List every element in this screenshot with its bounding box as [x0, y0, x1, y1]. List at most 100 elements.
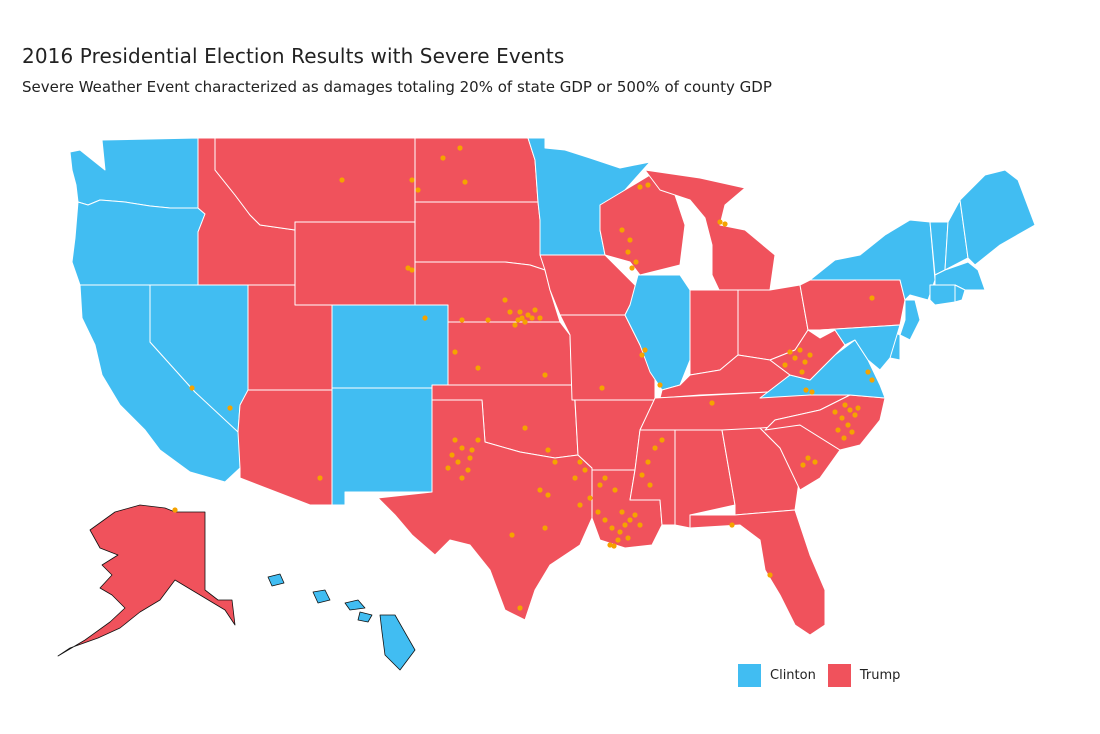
- severe-event-dot: [502, 297, 508, 303]
- severe-event-dot: [802, 359, 808, 365]
- state-NJ: [899, 299, 921, 341]
- severe-event-dot: [602, 517, 608, 523]
- state-HI-2: [344, 599, 366, 611]
- severe-event-dot: [537, 315, 543, 321]
- severe-event-dot: [587, 495, 593, 501]
- state-NE: [414, 261, 561, 323]
- legend-item-clinton: Clinton: [738, 664, 816, 687]
- severe-event-dot: [517, 309, 523, 315]
- severe-event-dot: [475, 365, 481, 371]
- severe-event-dot: [619, 509, 625, 515]
- legend-label-clinton: Clinton: [770, 668, 816, 683]
- state-FL: [689, 509, 826, 636]
- severe-event-dot: [617, 529, 623, 535]
- state-CT: [929, 284, 956, 306]
- severe-event-dot: [440, 155, 446, 161]
- severe-event-dot: [552, 459, 558, 465]
- legend-label-trump: Trump: [859, 668, 901, 683]
- severe-event-dot: [800, 462, 806, 468]
- severe-event-dot: [639, 352, 645, 358]
- state-OR: [71, 199, 206, 286]
- severe-event-dot: [542, 525, 548, 531]
- severe-event-dot: [782, 362, 788, 368]
- severe-event-dot: [792, 355, 798, 361]
- severe-event-dot: [465, 467, 471, 473]
- state-HI-4: [267, 573, 285, 587]
- severe-event-dot: [647, 482, 653, 488]
- state-SD: [414, 201, 546, 271]
- severe-event-dot: [339, 177, 345, 183]
- state-MD: [819, 324, 901, 371]
- severe-event-dot: [507, 309, 513, 315]
- severe-event-dot: [805, 455, 811, 461]
- severe-event-dot: [485, 317, 491, 323]
- severe-event-dot: [645, 459, 651, 465]
- severe-event-dot: [595, 509, 601, 515]
- severe-event-dot: [847, 407, 853, 413]
- severe-event-dot: [627, 237, 633, 243]
- map-subtitle: Severe Weather Event characterized as da…: [22, 78, 772, 96]
- severe-event-dot: [422, 315, 428, 321]
- severe-event-dot: [405, 265, 411, 271]
- severe-event-dot: [577, 502, 583, 508]
- severe-event-dot: [807, 352, 813, 358]
- severe-event-dot: [717, 219, 723, 225]
- severe-event-dot: [622, 522, 628, 528]
- severe-event-dot: [512, 322, 518, 328]
- severe-event-dot: [459, 445, 465, 451]
- severe-event-dot: [657, 382, 663, 388]
- state-WI: [599, 174, 686, 276]
- state-ND: [414, 137, 539, 203]
- severe-event-dot: [709, 400, 715, 406]
- state-WA: [69, 137, 199, 209]
- severe-event-dot: [545, 447, 551, 453]
- severe-event-dot: [629, 265, 635, 271]
- severe-event-dot: [459, 475, 465, 481]
- severe-event-dot: [619, 227, 625, 233]
- severe-event-dot: [542, 372, 548, 378]
- severe-event-dot: [835, 427, 841, 433]
- severe-event-dot: [809, 389, 815, 395]
- severe-event-dot: [642, 347, 648, 353]
- state-HI-5: [357, 611, 373, 623]
- severe-event-dot: [637, 522, 643, 528]
- severe-event-dot: [842, 402, 848, 408]
- severe-event-dot: [509, 532, 515, 538]
- severe-event-dot: [452, 437, 458, 443]
- severe-event-dot: [612, 487, 618, 493]
- severe-event-dot: [602, 475, 608, 481]
- severe-event-dot: [659, 437, 665, 443]
- severe-event-dot: [515, 317, 521, 323]
- severe-event-dot: [457, 145, 463, 151]
- severe-event-dot: [787, 349, 793, 355]
- severe-event-dot: [522, 425, 528, 431]
- severe-event-dot: [627, 517, 633, 523]
- severe-event-dot: [852, 412, 858, 418]
- severe-event-dot: [832, 409, 838, 415]
- state-RI: [954, 284, 966, 303]
- state-NC: [764, 394, 886, 451]
- state-CO: [331, 304, 449, 389]
- severe-event-dot: [812, 459, 818, 465]
- severe-event-dot: [577, 459, 583, 465]
- severe-event-dot: [525, 312, 531, 318]
- severe-event-dot: [845, 422, 851, 428]
- state-ME: [959, 169, 1036, 266]
- severe-event-dot: [445, 465, 451, 471]
- legend-swatch-clinton: [738, 664, 761, 687]
- severe-event-dot: [572, 475, 578, 481]
- severe-event-dot: [797, 347, 803, 353]
- severe-event-dot: [609, 525, 615, 531]
- severe-event-dot: [455, 459, 461, 465]
- severe-event-dot: [855, 405, 861, 411]
- severe-event-dot: [449, 452, 455, 458]
- severe-event-dot: [409, 177, 415, 183]
- severe-event-dot: [459, 317, 465, 323]
- severe-event-dot: [467, 455, 473, 461]
- severe-event-dot: [189, 385, 195, 391]
- severe-event-dot: [172, 507, 178, 513]
- severe-event-dot: [839, 415, 845, 421]
- state-PA: [799, 279, 906, 331]
- severe-event-dot: [227, 405, 233, 411]
